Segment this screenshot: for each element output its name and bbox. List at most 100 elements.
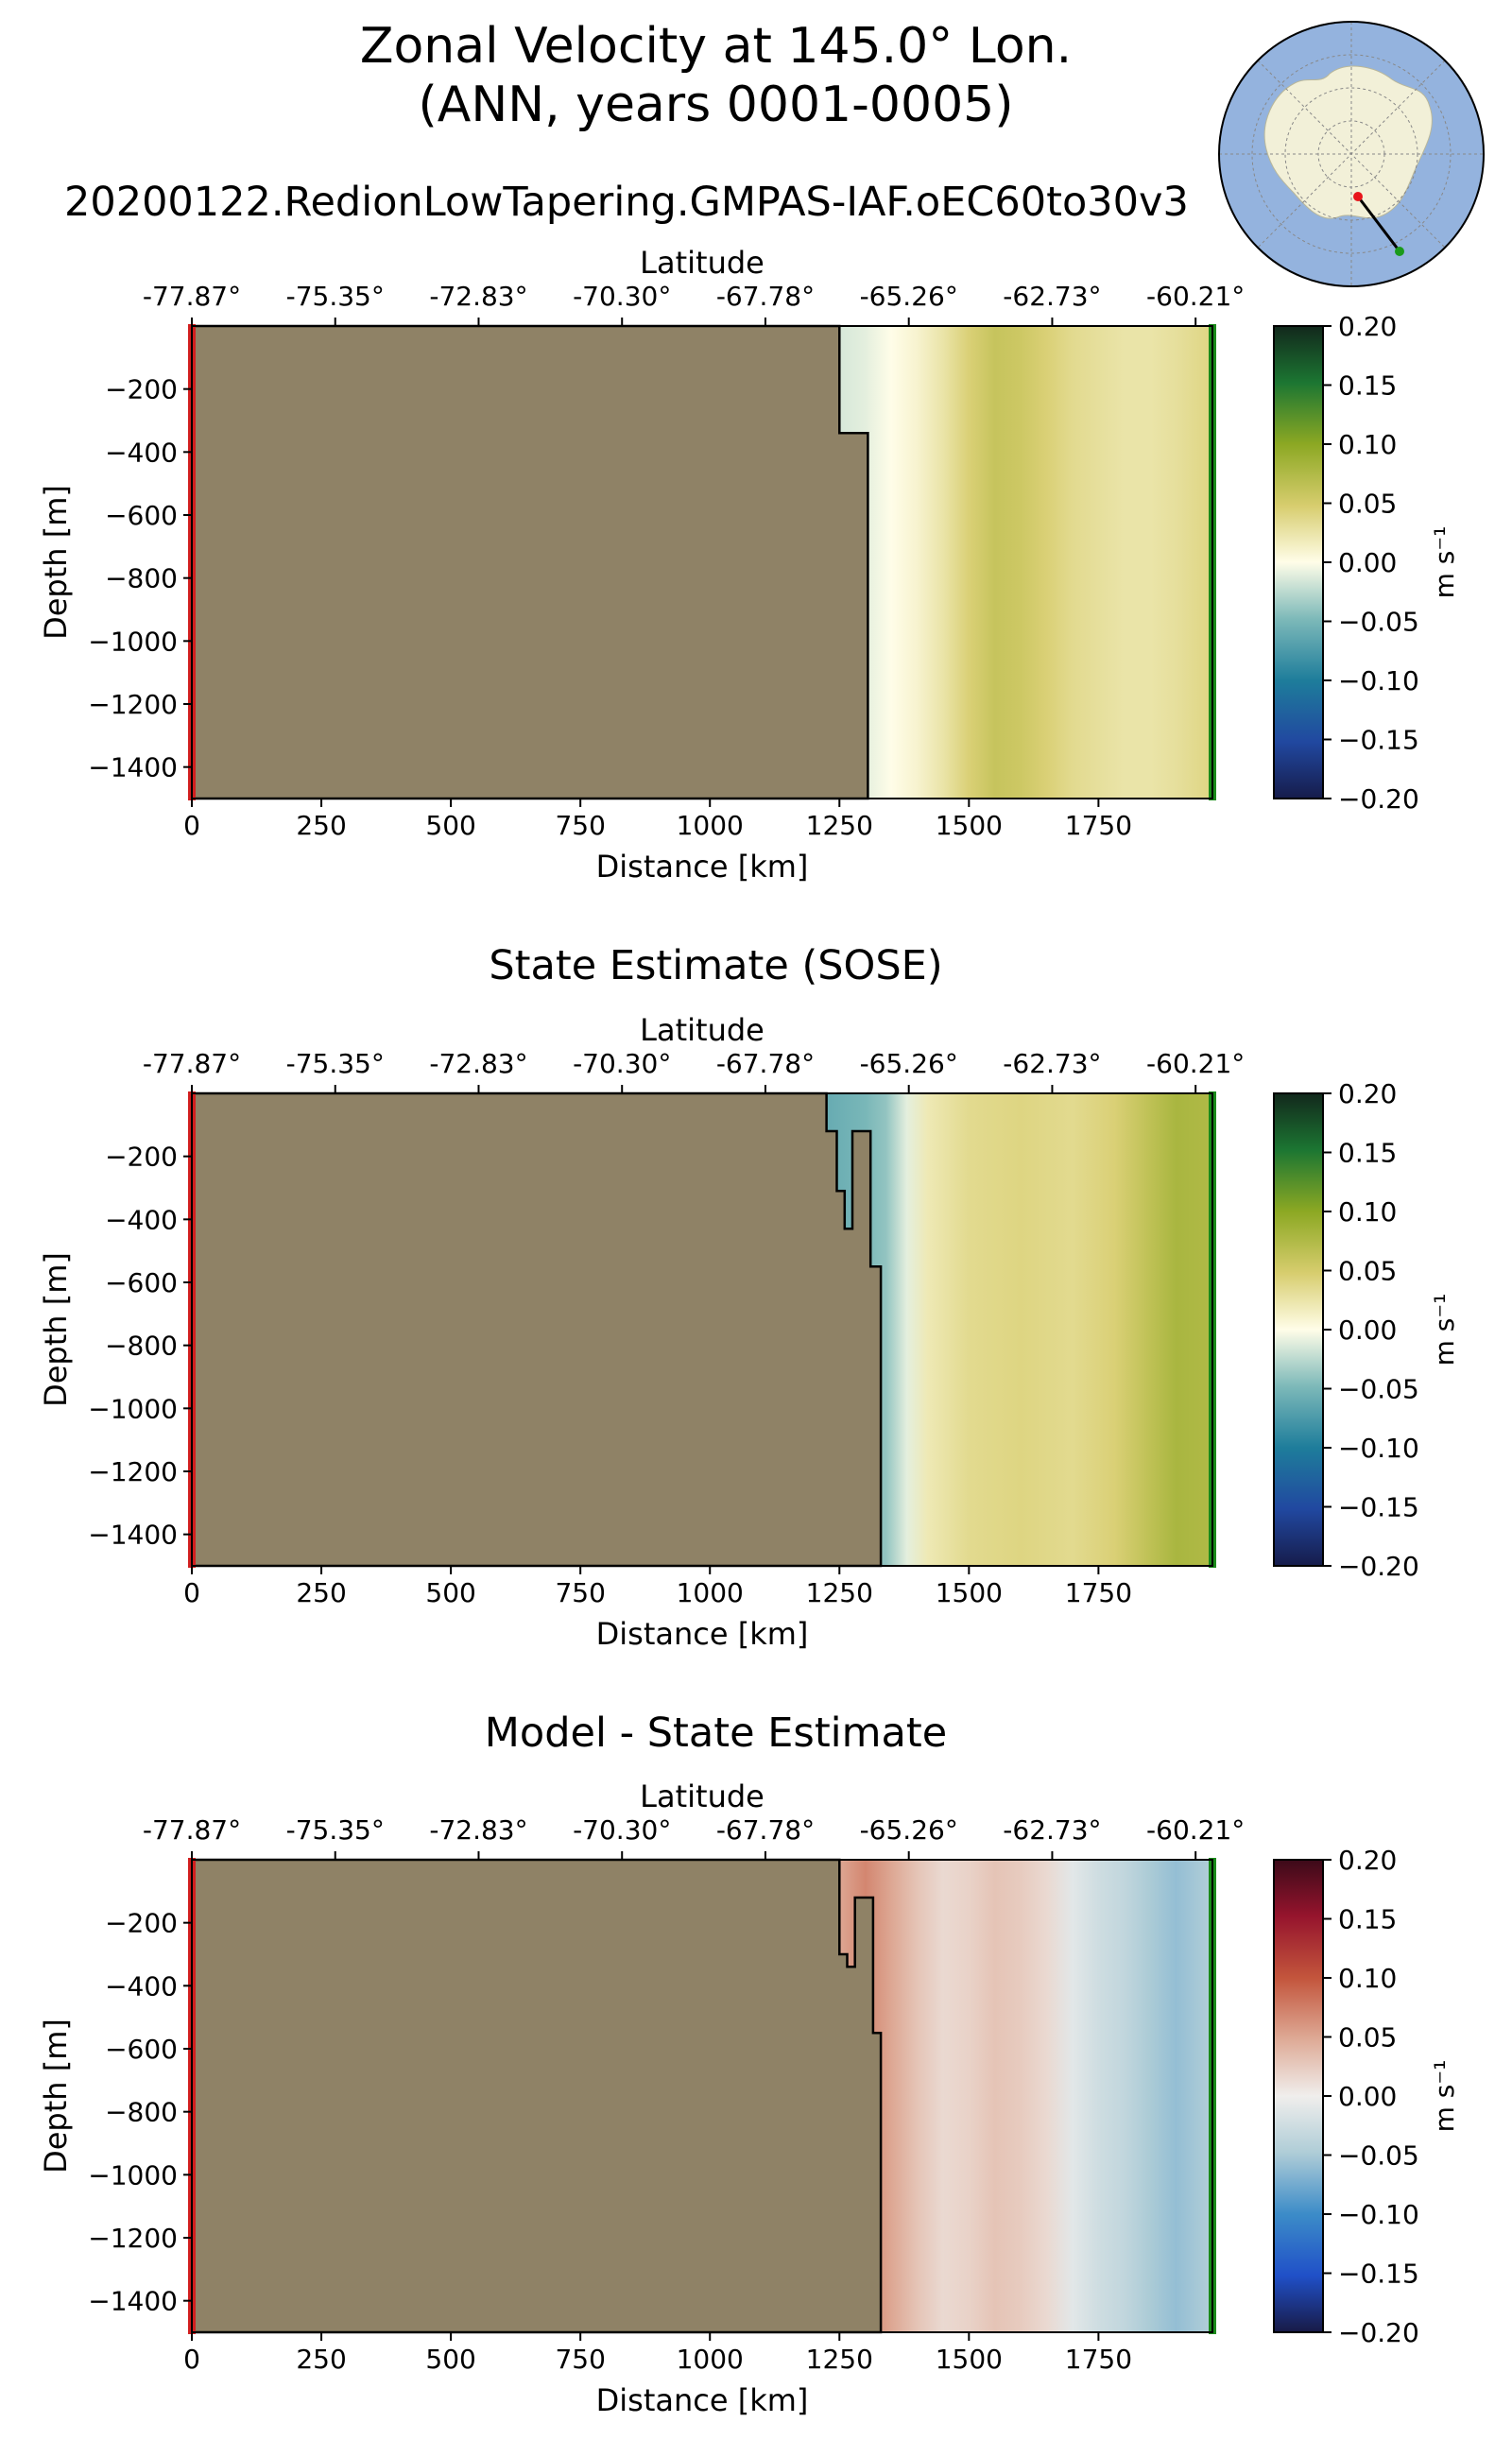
transect-start-marker xyxy=(1353,192,1363,201)
colorbar-tick-label: 0.15 xyxy=(1338,370,1397,402)
x-tick-label: 1250 xyxy=(806,1577,873,1608)
x-axis-label: Distance [km] xyxy=(596,1616,809,1652)
inset-grid-meridian xyxy=(1257,60,1446,249)
colorbar xyxy=(1273,1859,1324,2333)
inset-grid-circle xyxy=(1251,54,1452,254)
colorbar-tick-label: −0.15 xyxy=(1338,725,1419,756)
y-tick-label: −800 xyxy=(105,2097,178,2128)
top-tick-label: -65.26° xyxy=(860,281,958,312)
x-tick-label: 1500 xyxy=(936,1577,1003,1608)
top-tick-label: -72.83° xyxy=(429,1048,527,1079)
colorbar-tick-label: −0.20 xyxy=(1338,1551,1419,1582)
colorbar-tick-label: 0.00 xyxy=(1338,1314,1397,1346)
x-tick-label: 250 xyxy=(296,810,346,841)
colorbar-tick-label: 0.15 xyxy=(1338,1904,1397,1935)
x-tick-label: 750 xyxy=(555,1577,605,1608)
y-tick-label: −1200 xyxy=(88,689,178,720)
top-tick-label: -60.21° xyxy=(1146,1048,1245,1079)
bathymetry-land xyxy=(190,1858,883,2334)
x-tick-label: 1750 xyxy=(1065,2344,1132,2375)
panel-3: 0 250 500 750 1000 1250 1500 1750 Distance [km] −… xyxy=(38,1778,1460,2418)
panel-1: 0 250 500 750 1000 1250 1500 1750 Distance [km] −… xyxy=(38,245,1460,885)
panel-2: 0 250 500 750 1000 1250 1500 1750 Distance [km] −… xyxy=(38,1012,1460,1652)
colorbar-tick-label: −0.15 xyxy=(1338,1492,1419,1523)
y-tick-label: −1200 xyxy=(88,1456,178,1487)
y-tick-label: −800 xyxy=(105,563,178,594)
y-tick-label: −1400 xyxy=(88,752,178,783)
top-tick-label: -67.78° xyxy=(716,281,815,312)
x-tick-label: 1750 xyxy=(1065,1577,1132,1608)
figure-title-line1: Zonal Velocity at 145.0° Lon. xyxy=(359,18,1073,75)
top-tick-label: -62.73° xyxy=(1003,1048,1101,1079)
plot-frame xyxy=(191,1092,1213,1567)
velocity-field xyxy=(839,326,1212,799)
top-axis-label: Latitude xyxy=(640,1012,765,1048)
y-tick-label: −1000 xyxy=(88,626,178,657)
colorbar-tick-label: −0.20 xyxy=(1338,2317,1419,2348)
colorbar xyxy=(1273,325,1324,799)
colorbar xyxy=(1273,1092,1324,1567)
transect-line xyxy=(1356,196,1401,252)
inset-border xyxy=(1218,21,1485,287)
x-tick-label: 250 xyxy=(296,2344,346,2375)
antarctica-landmass xyxy=(1263,65,1433,219)
y-tick-label: −200 xyxy=(105,1908,178,1939)
top-tick-label: -67.78° xyxy=(716,1814,815,1846)
top-tick-label: -77.87° xyxy=(143,1048,241,1079)
colorbar-tick-label: 0.10 xyxy=(1338,429,1397,460)
velocity-field xyxy=(839,1860,1212,2332)
y-axis-label: Depth [m] xyxy=(38,1252,74,1407)
colorbar-label: m s⁻¹ xyxy=(1429,526,1460,599)
x-axis-label: Distance [km] xyxy=(596,849,809,885)
top-tick-label: -75.35° xyxy=(286,1048,385,1079)
x-tick-label: 0 xyxy=(183,2344,200,2375)
x-tick-label: 0 xyxy=(183,1577,200,1608)
top-tick-label: -72.83° xyxy=(429,281,527,312)
top-axis-label: Latitude xyxy=(640,245,765,281)
top-tick-label: -67.78° xyxy=(716,1048,815,1079)
figure-subtitle: 20200122.RedionLowTapering.GMPAS-IAF.oEC… xyxy=(64,179,1189,226)
colorbar-tick-label: −0.20 xyxy=(1338,783,1419,815)
y-tick-label: −200 xyxy=(105,374,178,405)
x-tick-label: 750 xyxy=(555,2344,605,2375)
plot-frame xyxy=(191,1859,1213,2333)
colorbar-tick-label: 0.15 xyxy=(1338,1138,1397,1169)
colorbar-tick-label: 0.05 xyxy=(1338,489,1397,520)
colorbar-tick-label: 0.20 xyxy=(1338,311,1397,342)
y-axis-label: Depth [m] xyxy=(38,485,74,640)
colorbar-tick-label: −0.05 xyxy=(1338,607,1419,638)
y-tick-label: −1400 xyxy=(88,1520,178,1551)
colorbar-tick-label: 0.00 xyxy=(1338,547,1397,578)
colorbar-tick-label: 0.05 xyxy=(1338,2022,1397,2053)
bathymetry-land xyxy=(190,324,869,800)
y-tick-label: −600 xyxy=(105,2034,178,2065)
top-tick-label: -77.87° xyxy=(143,281,241,312)
y-tick-label: −1000 xyxy=(88,1393,178,1424)
y-tick-label: −400 xyxy=(105,437,178,468)
top-tick-label: -70.30° xyxy=(573,1814,671,1846)
y-tick-label: −600 xyxy=(105,500,178,531)
colorbar-tick-label: −0.05 xyxy=(1338,1374,1419,1405)
top-tick-label: -70.30° xyxy=(573,1048,671,1079)
colorbar-tick-label: 0.00 xyxy=(1338,2081,1397,2112)
top-tick-label: -72.83° xyxy=(429,1814,527,1846)
colorbar-tick-label: −0.10 xyxy=(1338,665,1419,696)
top-axis-label: Latitude xyxy=(640,1778,765,1814)
transect-end-marker xyxy=(1395,247,1404,256)
plot-frame xyxy=(191,325,1213,799)
top-tick-label: -60.21° xyxy=(1146,1814,1245,1846)
antarctica-inset-map xyxy=(1218,21,1485,287)
colorbar-label: m s⁻¹ xyxy=(1429,2060,1460,2133)
top-tick-label: -65.26° xyxy=(860,1048,958,1079)
colorbar-label: m s⁻¹ xyxy=(1429,1294,1460,1366)
colorbar-tick-label: −0.05 xyxy=(1338,2140,1419,2172)
x-tick-label: 1000 xyxy=(677,810,744,841)
panel-2-title: State Estimate (SOSE) xyxy=(489,942,943,989)
x-tick-label: 1250 xyxy=(806,2344,873,2375)
top-tick-label: -62.73° xyxy=(1003,281,1101,312)
x-axis-label: Distance [km] xyxy=(596,2382,809,2418)
y-tick-label: −800 xyxy=(105,1331,178,1362)
y-tick-label: −600 xyxy=(105,1267,178,1298)
top-tick-label: -75.35° xyxy=(286,281,385,312)
x-tick-label: 1000 xyxy=(677,2344,744,2375)
